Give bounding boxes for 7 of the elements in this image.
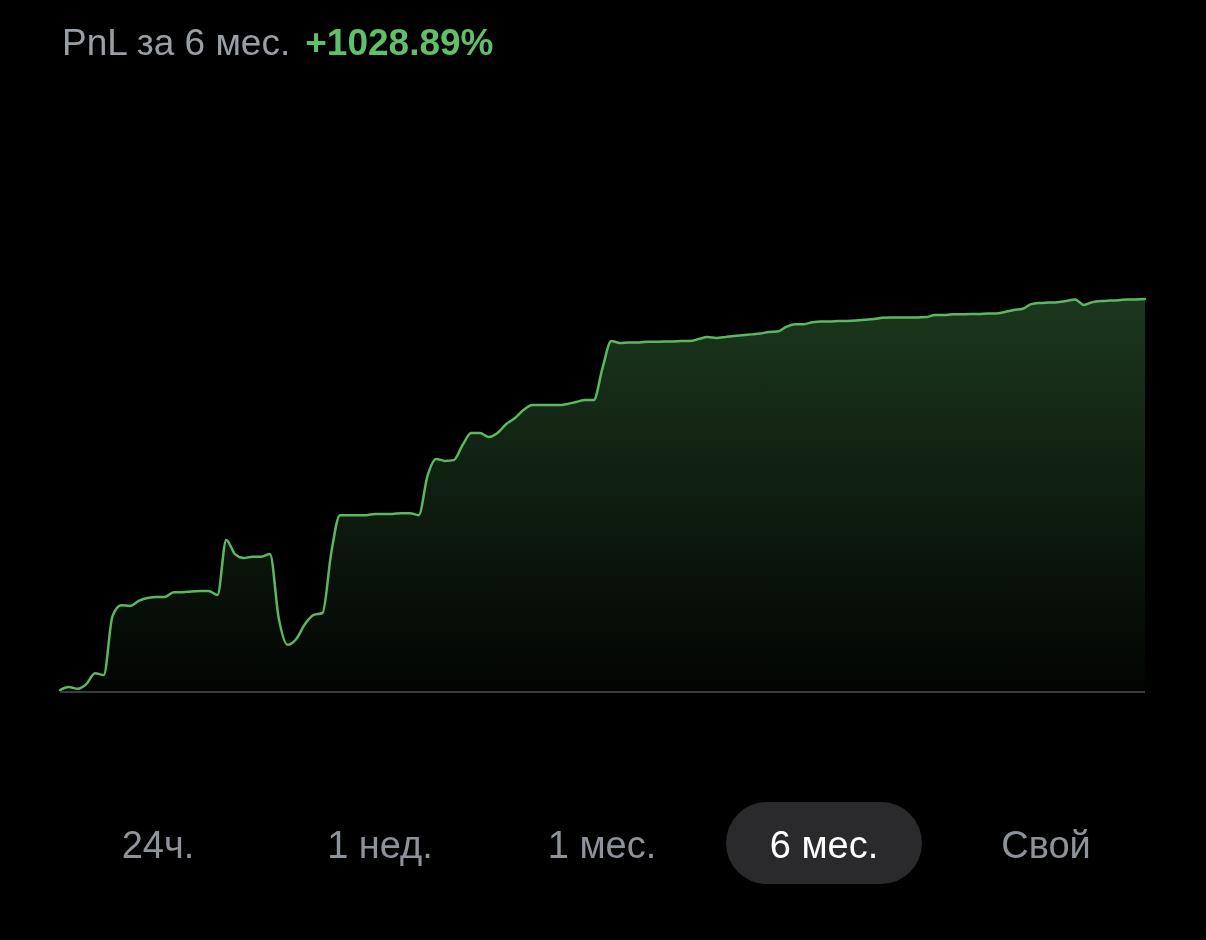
chart-title: PnL за 6 мес.: [62, 22, 291, 63]
text: 1 мес.: [547, 824, 657, 867]
text: Свой: [1001, 824, 1091, 867]
text: 1 нед.: [327, 824, 433, 867]
text: 6 мес.: [769, 824, 879, 867]
chart-subtitle: +1028.89%: [305, 22, 494, 63]
text: 24ч.: [121, 824, 195, 867]
